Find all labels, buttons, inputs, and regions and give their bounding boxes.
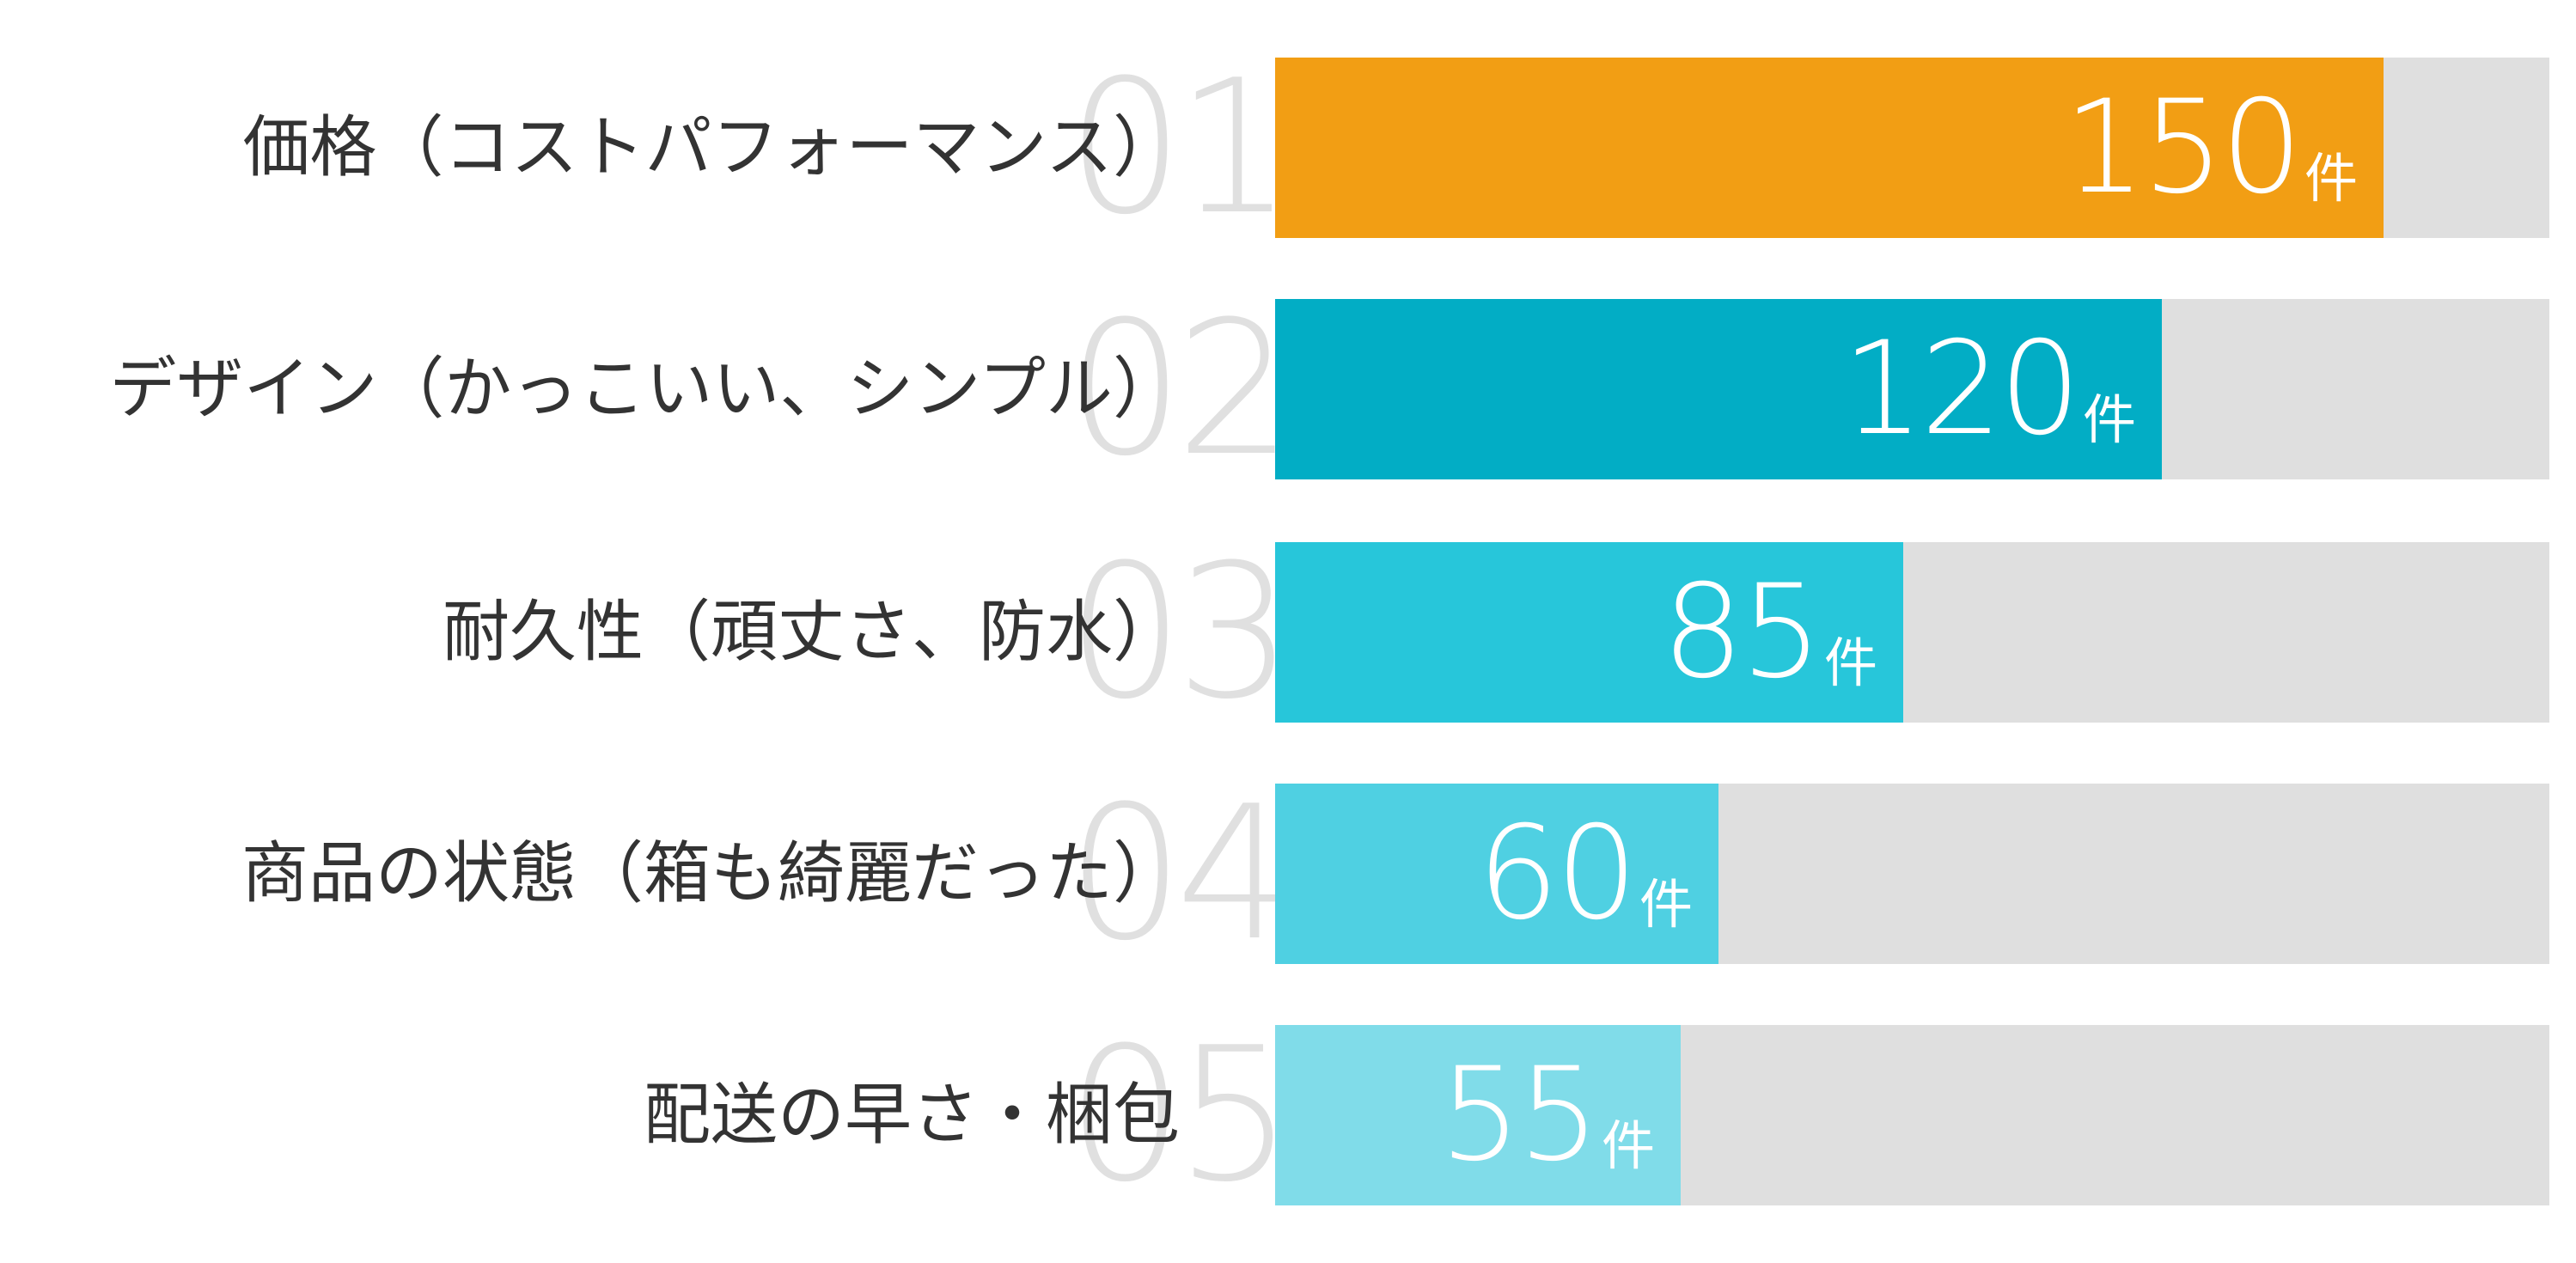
category-label: 耐久性（頑丈さ、防水）	[442, 594, 1180, 671]
value-number: 85	[1662, 558, 1822, 707]
bar-value: 150 件	[2064, 58, 2358, 238]
value-unit: 件	[1823, 632, 1877, 694]
bar-fill: 55 件	[1275, 1025, 1681, 1205]
bar-fill: 120 件	[1275, 299, 2162, 479]
value-number: 60	[1477, 799, 1638, 949]
bar-value: 55 件	[1439, 1025, 1655, 1205]
rank-number: 01	[1066, 40, 1293, 255]
bar-fill: 85 件	[1275, 542, 1903, 723]
category-label: 配送の早さ・梱包	[643, 1077, 1180, 1154]
bar-track: 120 件	[1275, 299, 2549, 479]
bar-track: 60 件	[1275, 784, 2549, 964]
bar-value: 60 件	[1477, 784, 1693, 964]
category-label: 価格（コストパフォーマンス）	[242, 109, 1180, 186]
bar-value: 85 件	[1662, 542, 1877, 723]
bar-row-2: 02 デザイン（かっこいい、シンプル） 120 件	[0, 282, 2576, 497]
rank-number: 05	[1066, 1007, 1293, 1223]
category-label: 商品の状態（箱も綺麗だった）	[241, 835, 1180, 912]
value-number: 55	[1439, 1040, 1600, 1190]
category-label: デザイン（かっこいい、シンプル）	[109, 351, 1180, 428]
bar-fill: 150 件	[1275, 58, 2384, 238]
value-unit: 件	[2082, 388, 2136, 451]
bar-row-4: 04 商品の状態（箱も綺麗だった） 60 件	[0, 766, 2576, 981]
bar-track: 55 件	[1275, 1025, 2549, 1205]
bar-value: 120 件	[1842, 299, 2136, 479]
bar-fill: 60 件	[1275, 784, 1718, 964]
rank-number: 03	[1066, 524, 1293, 740]
value-unit: 件	[1639, 873, 1693, 936]
value-number: 120	[1841, 314, 2081, 464]
bar-track: 150 件	[1275, 58, 2549, 238]
value-number: 150	[2063, 73, 2303, 223]
bar-track: 85 件	[1275, 542, 2549, 723]
rank-number: 04	[1066, 766, 1293, 981]
value-unit: 件	[2304, 147, 2358, 210]
value-unit: 件	[1601, 1114, 1655, 1177]
rank-number: 02	[1066, 281, 1293, 497]
bar-row-5: 05 配送の早さ・梱包 55 件	[0, 1008, 2576, 1223]
bar-row-3: 03 耐久性（頑丈さ、防水） 85 件	[0, 525, 2576, 740]
bar-row-1: 01 価格（コストパフォーマンス） 150 件	[0, 40, 2576, 255]
